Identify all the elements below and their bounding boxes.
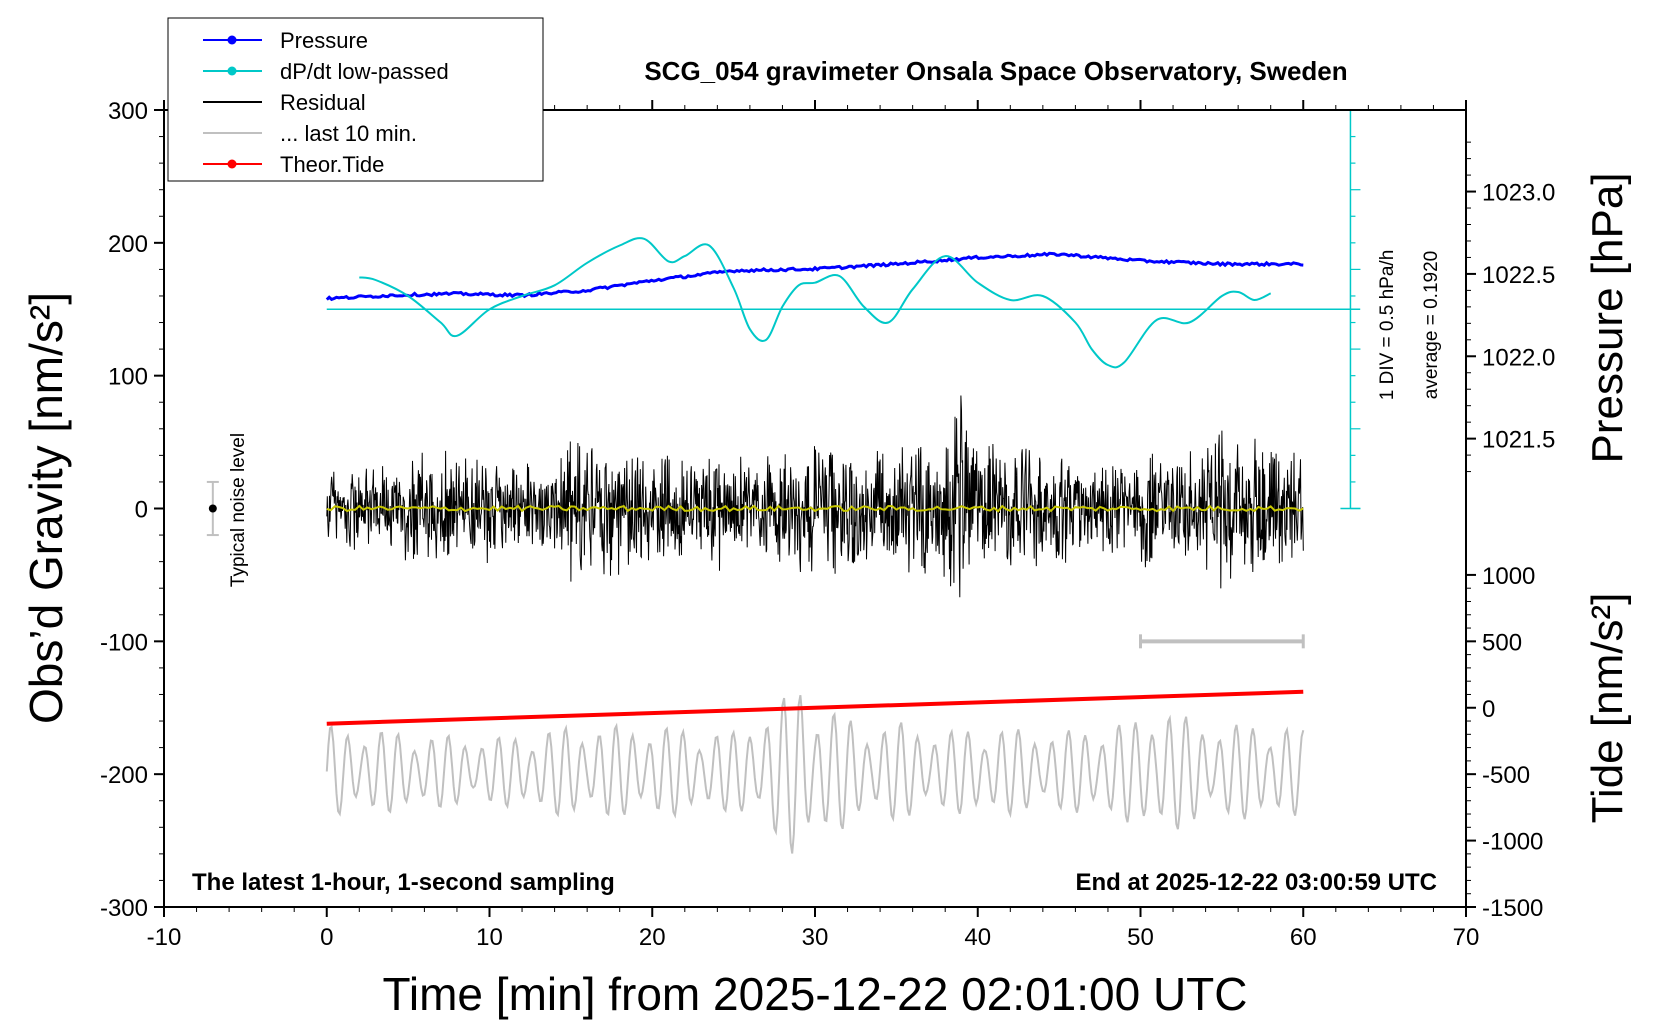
y-tick-label: 200 — [108, 231, 148, 258]
pressure-tick-label: 1021.5 — [1482, 427, 1555, 454]
y-tick-label: -100 — [100, 629, 148, 656]
y-axis-label-pressure: Pressure [hPa] — [1583, 172, 1632, 463]
x-tick-label: -10 — [147, 924, 182, 951]
legend-label: ... last 10 min. — [280, 121, 417, 146]
tide-tick-label: 500 — [1482, 629, 1522, 656]
residual-smoothed-line — [326, 504, 1304, 513]
x-tick-label: 30 — [802, 924, 829, 951]
chart-title: SCG_054 gravimeter Onsala Space Observat… — [644, 56, 1347, 86]
legend-marker — [227, 159, 237, 169]
legend-label: Theor.Tide — [280, 152, 384, 177]
dpdt-line — [359, 237, 1272, 369]
x-tick-label: 0 — [320, 924, 333, 951]
y-axis-label-left: Obs’d Gravity [nm/s²] — [20, 292, 72, 724]
legend-label: Residual — [280, 90, 366, 115]
x-tick-label: 60 — [1290, 924, 1317, 951]
tide-tick-label: -500 — [1482, 762, 1530, 789]
x-tick-label: 70 — [1453, 924, 1480, 951]
y-tick-label: 300 — [108, 98, 148, 125]
dpdt-average-label: average = 0.1920 — [1421, 251, 1442, 399]
legend-label: dP/dt low-passed — [280, 59, 449, 84]
pressure-tick-label: 1023.0 — [1482, 180, 1555, 207]
tide-tick-label: -1500 — [1482, 895, 1543, 922]
bottom-left-note: The latest 1-hour, 1-second sampling — [192, 869, 615, 896]
y-tick-label: -300 — [100, 895, 148, 922]
residual-line — [326, 395, 1304, 598]
series-layer — [206, 109, 1361, 854]
pressure-tick-label: 1022.0 — [1482, 344, 1555, 371]
x-tick-label: 50 — [1127, 924, 1154, 951]
tide-line — [326, 689, 1304, 726]
legend-label: Pressure — [280, 28, 368, 53]
tide-tick-label: 1000 — [1482, 563, 1535, 590]
y-tick-label: 0 — [135, 497, 148, 524]
tide-tick-label: -1000 — [1482, 829, 1543, 856]
last-10-min-line — [325, 695, 1305, 854]
y-axis-label-tide: Tide [nm/s²] — [1583, 593, 1632, 824]
legend-marker — [227, 35, 237, 45]
noise-level-label: Typical noise level — [228, 433, 249, 587]
y-tick-label: -200 — [100, 762, 148, 789]
pressure-line — [325, 251, 1304, 302]
bottom-right-note: End at 2025-12-22 03:00:59 UTC — [1076, 869, 1438, 896]
legend-box — [167, 17, 544, 182]
y-tick-label: 100 — [108, 364, 148, 391]
pressure-tick-label: 1022.5 — [1482, 262, 1555, 289]
tide-tick-label: 0 — [1482, 696, 1495, 723]
x-tick-label: 40 — [964, 924, 991, 951]
dpdt-scale-label: 1 DIV = 0.5 hPa/h — [1377, 250, 1398, 401]
axes-layer: -10 0 10 20 30 40 50 60 703002001000-100-200-300… — [100, 98, 1555, 951]
legend-marker — [227, 66, 237, 76]
x-tick-label: 10 — [476, 924, 503, 951]
x-axis-label: Time [min] from 2025-12-22 02:01:00 UTC — [383, 968, 1248, 1020]
legend: Pressure dP/dt low-passed Residual ... last… — [167, 17, 544, 182]
noise-level-point — [208, 504, 217, 513]
x-tick-label: 20 — [639, 924, 666, 951]
